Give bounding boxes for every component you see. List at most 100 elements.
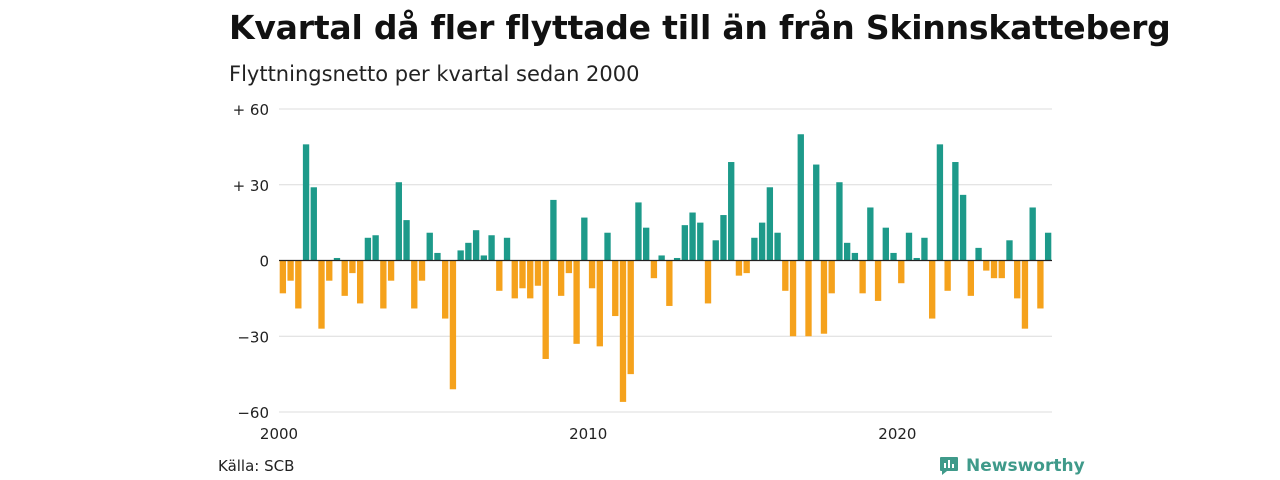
y-tick-label: 0 — [259, 253, 269, 271]
y-tick-label: −30 — [237, 328, 269, 346]
bar — [1014, 260, 1021, 299]
bar — [434, 252, 441, 261]
y-tick-label: + 30 — [233, 177, 269, 195]
bar — [310, 187, 317, 261]
bar — [712, 240, 719, 261]
bar — [797, 134, 804, 261]
bar — [813, 164, 820, 261]
bar — [805, 260, 812, 337]
bar — [666, 260, 673, 306]
bar — [449, 260, 457, 390]
bar — [627, 260, 634, 375]
bar — [465, 242, 472, 261]
bar — [905, 232, 913, 261]
bar — [612, 260, 619, 317]
bar — [488, 235, 495, 261]
bar — [442, 260, 449, 319]
bar — [998, 260, 1005, 279]
brand-logo: Newsworthy — [938, 455, 1085, 477]
bar — [751, 237, 758, 261]
bar — [728, 162, 735, 261]
bar — [913, 257, 920, 261]
bar — [364, 237, 372, 261]
x-tick-label: 2010 — [569, 425, 607, 443]
bar — [681, 225, 688, 261]
bar — [1044, 232, 1052, 261]
bar — [689, 212, 696, 261]
bar — [581, 217, 588, 261]
bar — [643, 227, 650, 261]
bar — [511, 260, 518, 299]
bar — [1006, 240, 1013, 261]
bar — [403, 220, 410, 261]
bar — [658, 255, 665, 261]
bar — [758, 222, 766, 261]
bar — [503, 237, 511, 261]
bar — [890, 252, 897, 261]
chart-subtitle: Flyttningsnetto per kvartal sedan 2000 — [229, 62, 640, 86]
source-label: Källa: SCB — [218, 457, 295, 475]
bar — [333, 257, 341, 261]
bar — [604, 232, 611, 261]
newsworthy-logo-icon — [940, 457, 958, 475]
bar — [720, 215, 727, 261]
bar — [828, 260, 835, 294]
bar — [279, 260, 287, 294]
y-tick-label: + 60 — [233, 101, 269, 119]
bar — [735, 260, 743, 276]
chart-title: Kvartal då fler flyttade till än från Sk… — [229, 8, 1171, 47]
bar — [867, 207, 874, 261]
bar — [1037, 260, 1044, 309]
bar — [1029, 207, 1036, 261]
bar — [952, 162, 959, 261]
bar — [480, 255, 488, 261]
bar — [967, 260, 975, 296]
bar — [557, 260, 565, 296]
bar — [1021, 260, 1029, 329]
bar — [697, 222, 704, 261]
x-tick-label: 2000 — [260, 425, 298, 443]
bar — [565, 260, 573, 274]
bar — [929, 260, 936, 319]
bar — [426, 232, 433, 261]
bar — [411, 260, 418, 309]
bar — [921, 237, 928, 261]
bar — [782, 260, 789, 291]
bar — [341, 260, 348, 296]
bar — [843, 242, 851, 261]
bar — [380, 260, 387, 309]
bar — [766, 187, 774, 261]
bar — [743, 260, 750, 274]
bar — [372, 235, 379, 261]
bar — [936, 144, 944, 261]
bar — [619, 260, 627, 402]
bar — [527, 260, 534, 299]
bar — [295, 260, 302, 309]
y-tick-label: −60 — [237, 404, 269, 422]
bar — [704, 260, 712, 304]
bar — [550, 199, 557, 261]
bar — [387, 260, 395, 281]
bar — [349, 260, 356, 274]
x-tick-label: 2020 — [878, 425, 916, 443]
bar — [820, 260, 828, 334]
bar — [898, 260, 905, 284]
bar — [496, 260, 503, 291]
bar — [851, 252, 859, 261]
bar — [457, 250, 464, 261]
bar — [542, 260, 549, 359]
bar — [318, 260, 325, 329]
bar — [635, 202, 642, 261]
bar — [874, 260, 882, 301]
bar — [975, 247, 982, 261]
bar — [573, 260, 580, 344]
bar — [859, 260, 866, 294]
bar — [650, 260, 658, 279]
bar — [959, 194, 967, 261]
bar — [944, 260, 951, 291]
bar — [534, 260, 542, 286]
bar — [596, 260, 603, 347]
bar — [326, 260, 333, 281]
bar — [472, 230, 480, 261]
brand-name: Newsworthy — [966, 456, 1085, 476]
